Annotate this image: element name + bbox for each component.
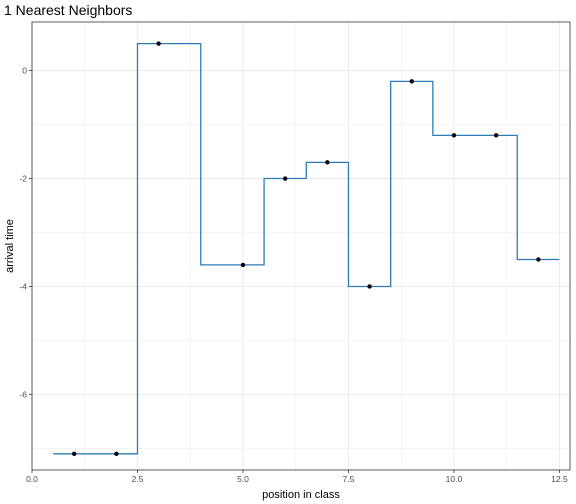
data-point <box>367 284 372 289</box>
x-axis-ticks: 0.0 2.5 5.0 7.5 10.0 12.5 <box>26 470 568 484</box>
data-point <box>536 257 541 262</box>
y-axis-ticks: 0 -2 -4 -6 <box>19 66 32 399</box>
x-tick-label: 7.5 <box>343 474 355 484</box>
y-tick-label: -6 <box>19 389 27 399</box>
step-path <box>53 42 560 455</box>
y-tick-label: -2 <box>19 174 27 184</box>
panel-border <box>31 21 571 471</box>
data-point <box>493 133 499 138</box>
x-axis-title: position in class <box>262 489 340 501</box>
x-tick-label: 12.5 <box>551 474 568 484</box>
data-point <box>325 160 330 165</box>
x-tick-label: 0.0 <box>26 474 38 484</box>
data-point <box>240 262 246 268</box>
data-point <box>71 451 77 457</box>
grid <box>31 22 570 470</box>
chart-title: 1 Nearest Neighbors <box>4 2 132 18</box>
x-tick-label: 10.0 <box>446 474 463 484</box>
data-point <box>282 176 288 181</box>
x-tick-label: 5.0 <box>237 474 249 484</box>
data-point <box>114 451 119 457</box>
data-point <box>156 41 161 46</box>
y-axis-title: arrival time <box>4 219 16 273</box>
y-tick-label: -4 <box>19 281 27 291</box>
data-point <box>451 133 457 138</box>
knn-step-line <box>53 42 560 455</box>
data-points <box>71 41 541 457</box>
x-tick-label: 2.5 <box>132 474 144 484</box>
y-tick-label: 0 <box>22 66 27 76</box>
data-point <box>409 79 414 84</box>
